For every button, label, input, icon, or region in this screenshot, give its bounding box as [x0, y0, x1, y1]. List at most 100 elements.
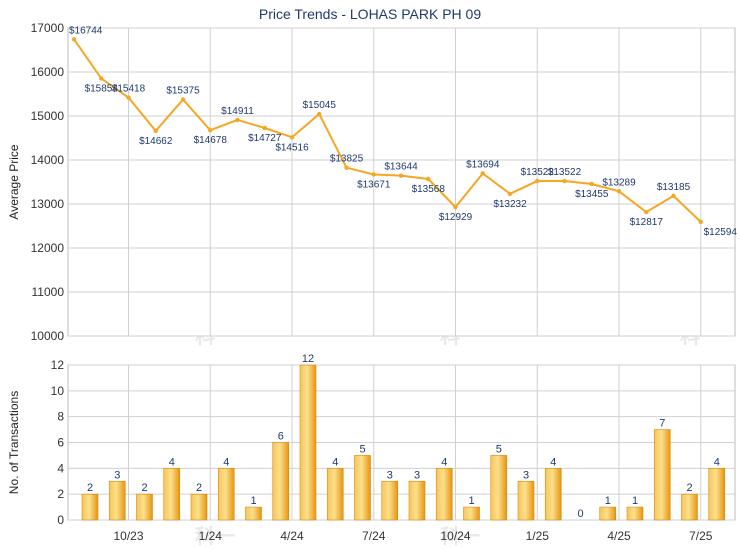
- transaction-bar: [599, 506, 617, 521]
- price-data-label: $13825: [330, 154, 364, 165]
- transaction-count-label: 7: [659, 418, 665, 430]
- watermark: 科一: [195, 524, 235, 548]
- price-data-label: $13522: [548, 167, 582, 178]
- transaction-count-label: 2: [196, 482, 202, 494]
- price-data-label: $13522: [521, 167, 555, 178]
- transaction-bar: [681, 493, 698, 521]
- price-point: [317, 111, 322, 117]
- price-data-label: $14678: [194, 135, 228, 146]
- price-data-label: $15854: [85, 83, 119, 94]
- price-y-tick-label: 11000: [32, 285, 65, 299]
- transaction-bar: [190, 493, 208, 521]
- price-line: [73, 38, 702, 223]
- price-point: [616, 189, 622, 194]
- transactions-y-tick-label: 2: [57, 487, 64, 501]
- transaction-count-label: 1: [250, 495, 256, 507]
- price-point: [480, 171, 485, 176]
- price-data-label: $13289: [602, 177, 636, 188]
- price-point: [208, 127, 213, 133]
- x-tick-label: 7/24: [362, 529, 386, 543]
- transaction-bar: [381, 480, 399, 521]
- transaction-bar: [136, 493, 153, 521]
- price-data-label: $13455: [575, 189, 609, 200]
- transaction-bar: [299, 364, 317, 521]
- transaction-bar: [81, 493, 99, 521]
- transaction-bar: [408, 480, 426, 521]
- transaction-bar: [653, 429, 671, 521]
- transaction-count-label: 4: [332, 456, 338, 468]
- price-data-label: $13671: [357, 179, 391, 190]
- transaction-bar: [108, 480, 126, 521]
- transaction-count-label: 12: [302, 353, 314, 365]
- price-y-tick-label: 13000: [31, 197, 65, 211]
- transactions-y-tick-label: 4: [57, 461, 64, 475]
- price-data-label: $14911: [221, 106, 254, 117]
- transaction-bar: [435, 468, 453, 521]
- x-tick-label: 4/24: [280, 529, 304, 543]
- price-point: [262, 125, 267, 131]
- price-data-label: $12594: [704, 227, 738, 238]
- chart-title: Price Trends - LOHAS PARK PH 09: [258, 6, 482, 22]
- x-tick-label: 10/24: [440, 529, 470, 543]
- transaction-count-label: 3: [114, 469, 120, 481]
- price-point: [398, 173, 404, 178]
- transaction-count-label: 2: [141, 482, 147, 494]
- transaction-bar: [544, 468, 562, 521]
- transaction-count-label: 3: [414, 469, 420, 481]
- price-point: [344, 165, 349, 170]
- transaction-count-label: 4: [550, 456, 556, 468]
- transaction-bar: [217, 468, 235, 521]
- price-point: [644, 209, 649, 215]
- transaction-bar: [326, 468, 344, 521]
- x-tick-label: 10/23: [113, 529, 143, 543]
- price-data-label: $13232: [493, 199, 527, 210]
- price-data-label: $13694: [466, 159, 500, 170]
- price-point: [153, 128, 158, 134]
- price-point: [235, 117, 240, 123]
- transaction-bar: [708, 468, 726, 521]
- price-point: [99, 76, 104, 81]
- price-data-label: $15045: [303, 100, 337, 111]
- price-point: [371, 172, 376, 177]
- price-data-label: $13644: [384, 162, 418, 173]
- price-data-label: $14662: [139, 136, 173, 147]
- watermark: 科一: [440, 524, 480, 548]
- price-y-tick-label: 17000: [31, 21, 65, 35]
- transaction-count-label: 4: [714, 456, 720, 468]
- transaction-count-label: 1: [632, 495, 638, 507]
- price-point: [589, 181, 594, 187]
- transaction-count-label: 4: [223, 456, 229, 468]
- price-point: [426, 176, 431, 182]
- price-point: [180, 97, 186, 102]
- price-data-label: $13568: [412, 184, 446, 195]
- x-tick-label: 1/25: [526, 529, 550, 543]
- transaction-bar: [626, 506, 644, 521]
- price-point: [671, 193, 676, 199]
- transaction-count-label: 3: [523, 469, 529, 481]
- transaction-count-label: 4: [169, 456, 175, 468]
- transaction-count-label: 2: [686, 482, 692, 494]
- transaction-count-label: 0: [577, 508, 583, 520]
- transactions-y-tick-label: 6: [57, 436, 64, 450]
- price-data-label: $14516: [275, 142, 309, 153]
- transaction-count-label: 4: [441, 456, 447, 468]
- x-tick-label: 4/25: [607, 529, 631, 543]
- price-data-label: $15418: [112, 84, 146, 95]
- transactions-y-tick-label: 10: [51, 384, 65, 398]
- price-y-tick-label: 12000: [31, 241, 65, 255]
- transactions-y-axis-label: No. of Transactions: [7, 391, 21, 494]
- transaction-bar: [163, 468, 181, 521]
- price-point: [562, 178, 567, 184]
- transaction-count-label: 5: [359, 443, 365, 455]
- transaction-count-label: 5: [496, 443, 502, 455]
- transaction-bar: [272, 442, 290, 521]
- price-data-label: $12817: [630, 217, 664, 228]
- price-point: [126, 95, 131, 100]
- price-data-label: $15375: [166, 86, 200, 97]
- price-data-label: $12929: [439, 212, 473, 223]
- price-y-tick-label: 14000: [31, 153, 65, 167]
- transactions-y-tick-label: 0: [57, 513, 64, 527]
- x-tick-label: 1/24: [199, 529, 223, 543]
- transaction-count-label: 1: [468, 495, 474, 507]
